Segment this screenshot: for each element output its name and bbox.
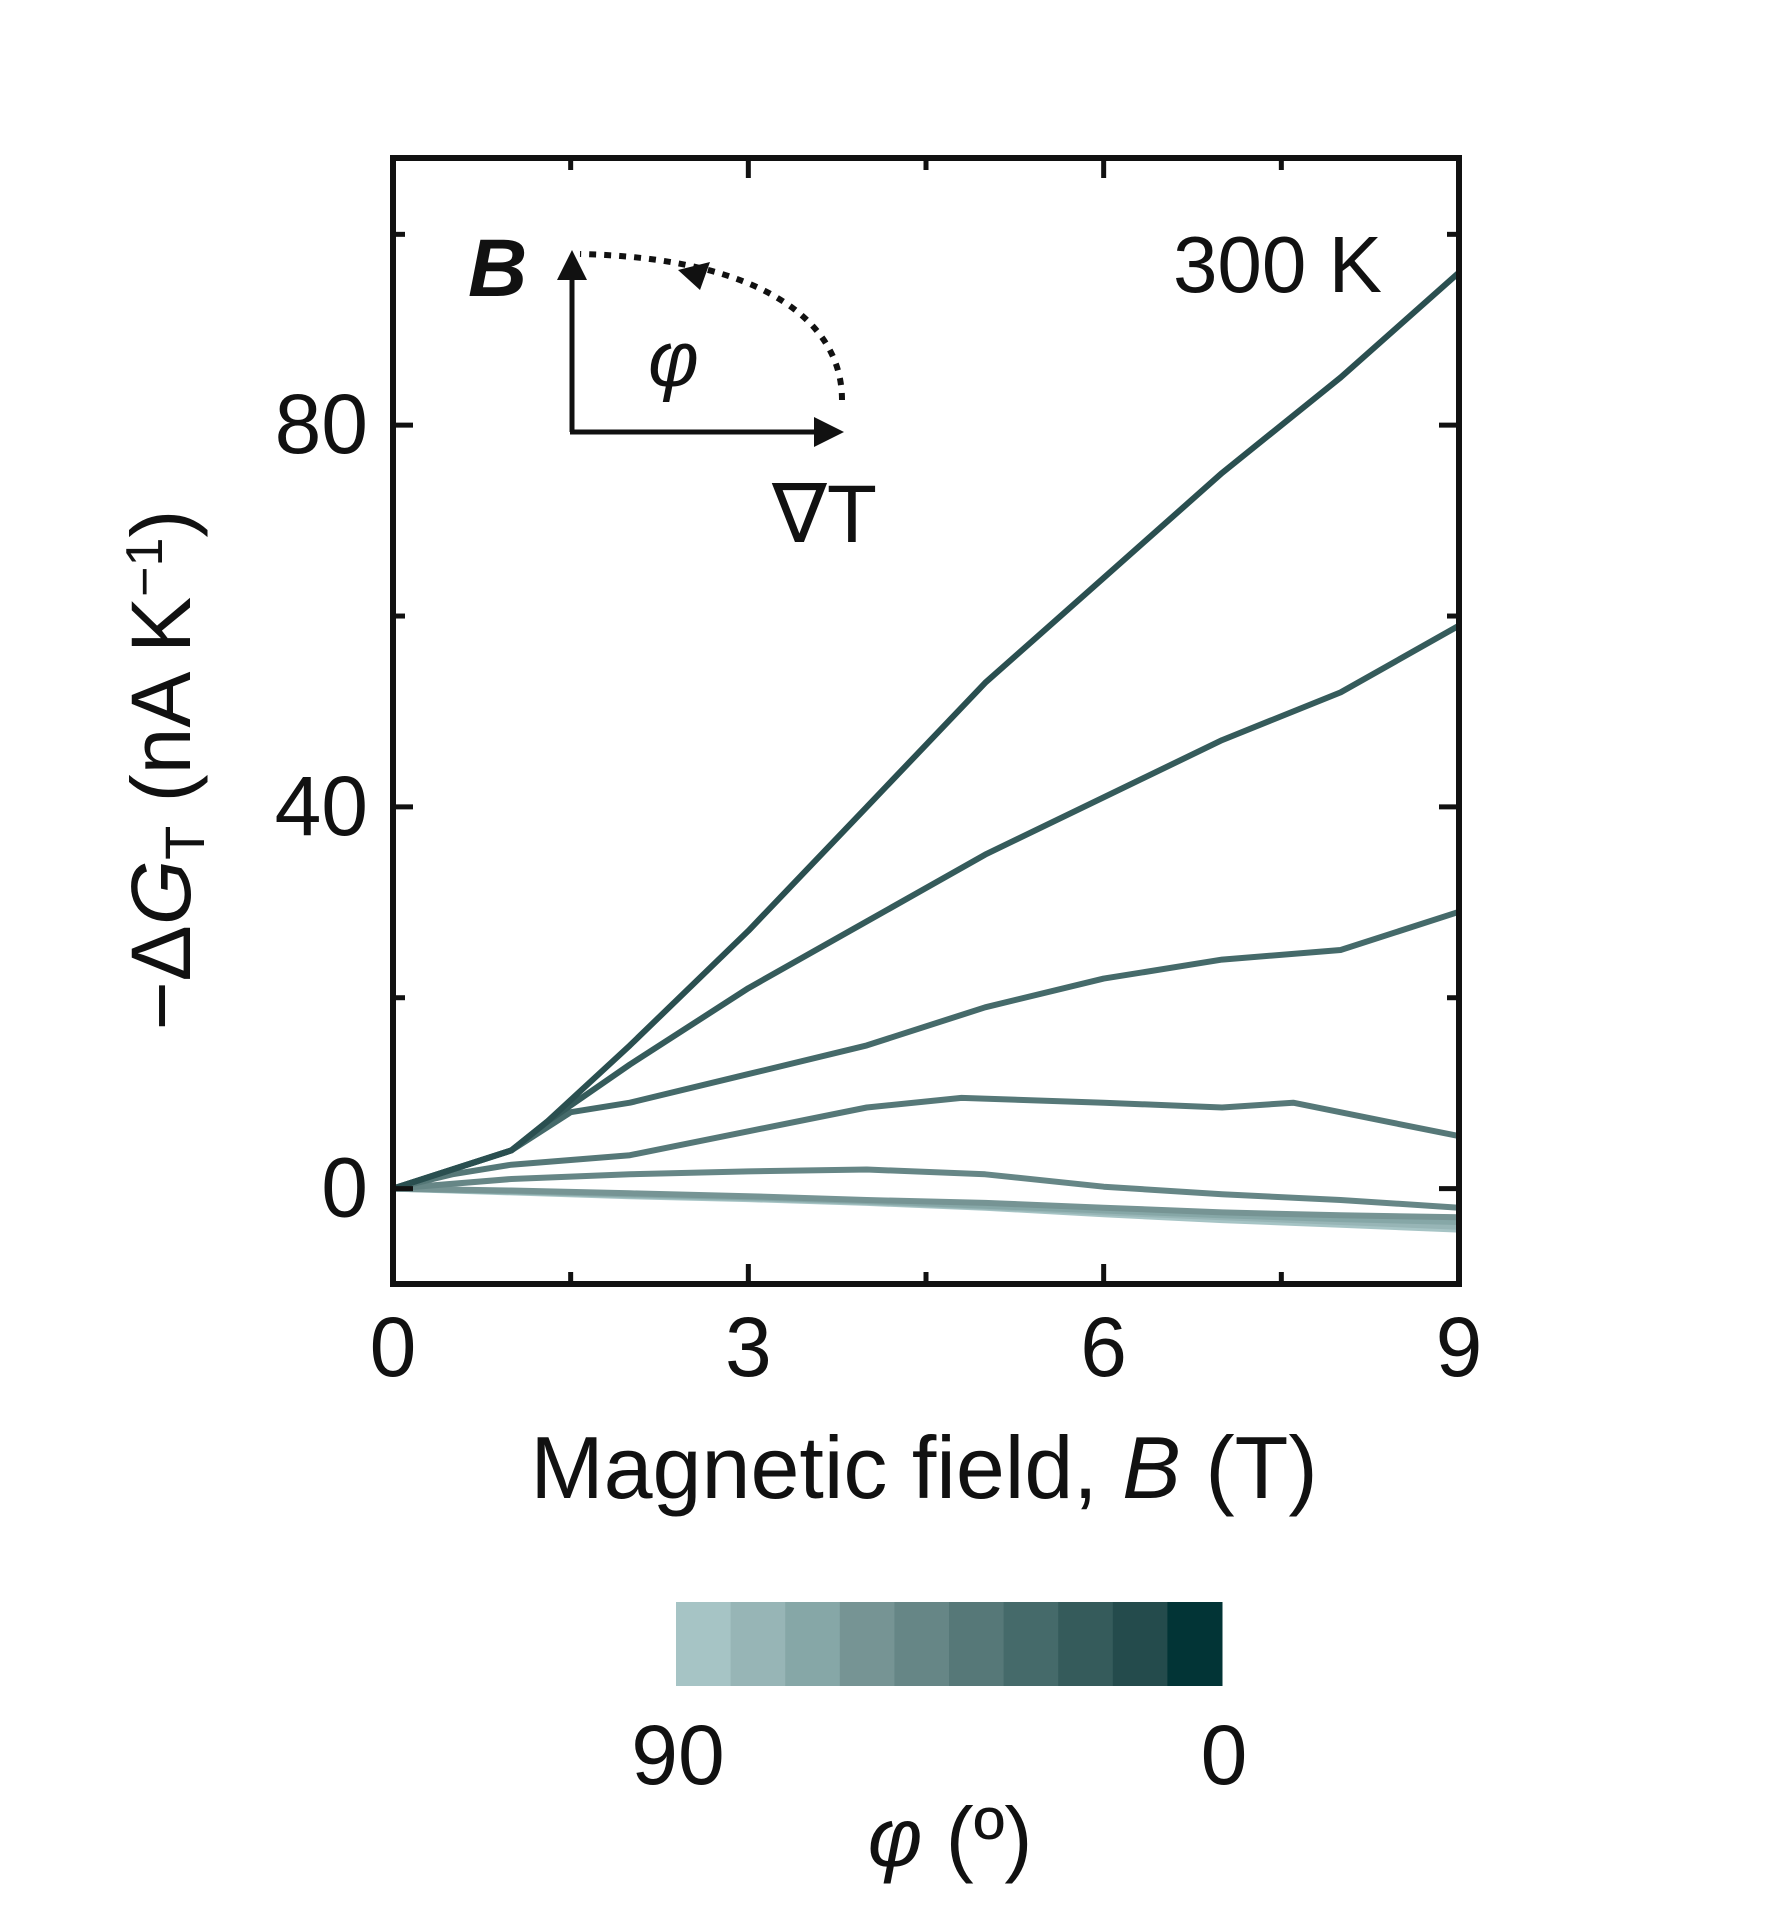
- colorbar-title-unit: (º): [922, 1790, 1032, 1884]
- colorbar-left-label: 90: [631, 1708, 724, 1802]
- x-axis-label: Magnetic field, B (T): [530, 1418, 1317, 1517]
- colorbar-right-label: 0: [1201, 1708, 1248, 1802]
- series-line: [392, 1094, 1460, 1192]
- series-line: [392, 908, 1460, 1192]
- colorbar-segment: [785, 1602, 841, 1686]
- y-axis-label-unit: (nA K: [114, 597, 208, 826]
- series-line: [392, 1166, 1460, 1211]
- colorbar-segment: [894, 1602, 950, 1686]
- colorbar: [676, 1602, 1223, 1686]
- colorbar-title: φ (º): [868, 1790, 1033, 1884]
- inset-angle-label: φ: [648, 315, 699, 403]
- colorbar-segment: [949, 1602, 1005, 1686]
- rotation-arc: [579, 251, 845, 401]
- y-tick-label: 0: [321, 1141, 368, 1235]
- x-tick-label: 6: [1080, 1300, 1127, 1394]
- series-line: [392, 1185, 1460, 1221]
- y-tick-label: 40: [275, 759, 368, 853]
- y-tick-label: 80: [275, 377, 368, 471]
- colorbar-segment: [839, 1602, 895, 1686]
- y-axis-label-prefix: −Δ: [114, 925, 208, 1030]
- x-tick-label: 3: [725, 1300, 772, 1394]
- colorbar-segment: [676, 1602, 732, 1686]
- x-tick-label: 0: [370, 1300, 417, 1394]
- colorbar-segment: [1167, 1602, 1223, 1686]
- inset-schematic: B φ ∇T: [468, 223, 877, 560]
- y-axis-label: −ΔGT (nA K−1): [114, 510, 216, 1031]
- colorbar-segment: [1058, 1602, 1114, 1686]
- inset-gradient-label: ∇T: [771, 469, 877, 560]
- colorbar-segment: [730, 1602, 786, 1686]
- x-axis-label-unit: (T): [1181, 1418, 1318, 1517]
- y-axis-label-subscript: T: [153, 826, 216, 860]
- temperature-annotation: 300 K: [1173, 220, 1382, 309]
- colorbar-title-symbol: φ: [868, 1790, 923, 1884]
- rotation-arrowhead: [678, 262, 710, 290]
- x-axis-label-text: Magnetic field,: [530, 1418, 1122, 1517]
- series-line: [392, 270, 1461, 1192]
- colorbar-segment: [1003, 1602, 1059, 1686]
- y-axis-label-symbol: G: [114, 860, 208, 925]
- series-layer: [392, 270, 1461, 1233]
- colorbar-segment: [1112, 1602, 1168, 1686]
- y-axis-label-exponent: −1: [116, 538, 174, 597]
- inset-field-label: B: [468, 223, 527, 314]
- x-axis-label-symbol: B: [1122, 1418, 1181, 1517]
- y-axis-label-close: ): [114, 510, 208, 538]
- x-tick-label: 9: [1436, 1300, 1483, 1394]
- tick-layer: 0 3 6 9 0 40 80: [275, 158, 1483, 1394]
